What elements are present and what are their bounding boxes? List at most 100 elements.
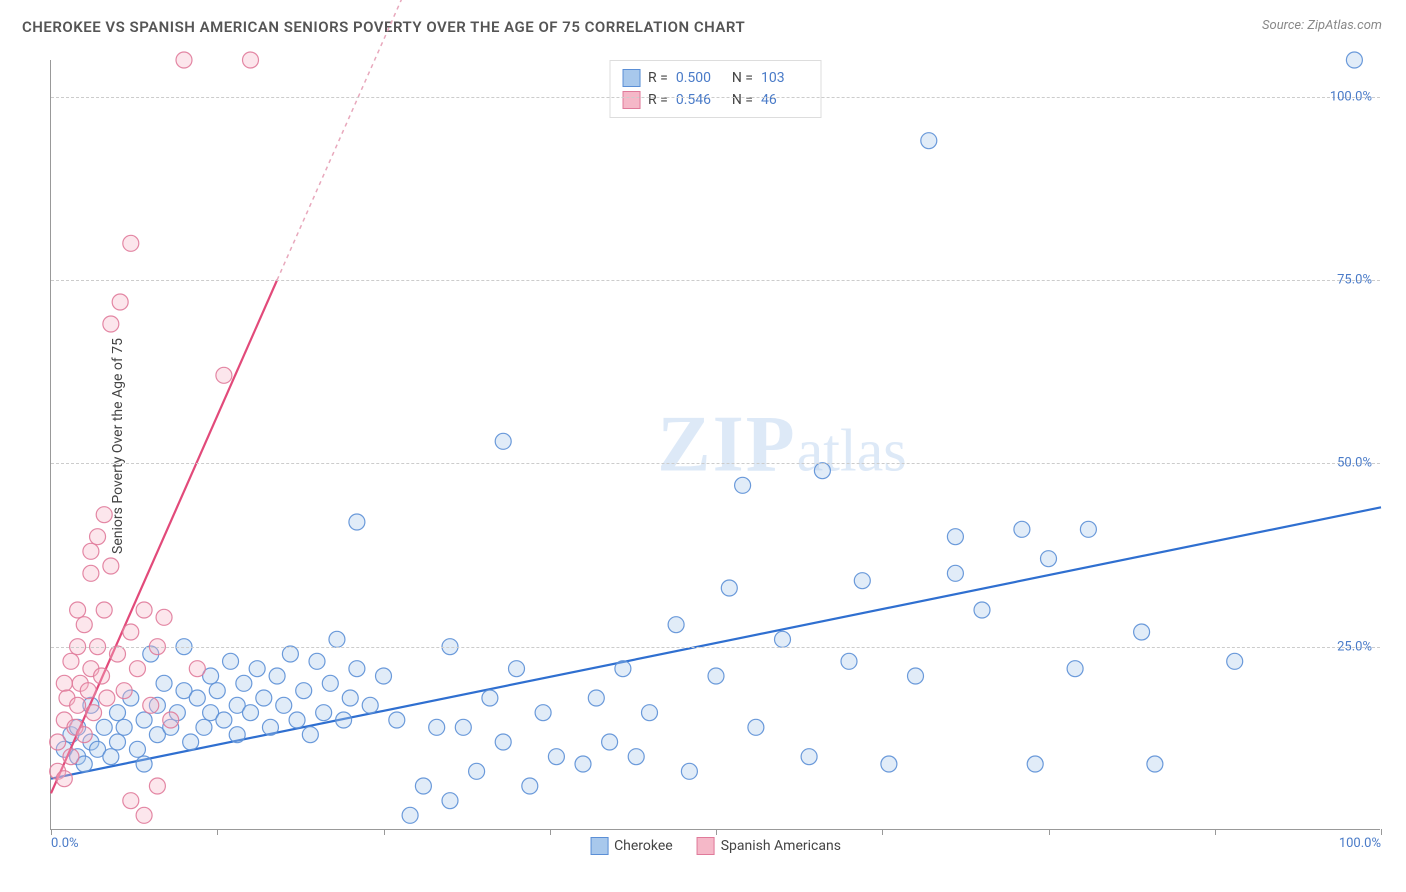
x-tick (384, 829, 385, 835)
data-point (96, 602, 112, 618)
data-point (129, 661, 145, 677)
data-point (196, 719, 212, 735)
data-point (249, 661, 265, 677)
x-tick (550, 829, 551, 835)
plot-svg (51, 60, 1380, 829)
data-point (56, 771, 72, 787)
data-point (243, 52, 259, 68)
data-point (376, 668, 392, 684)
legend-n-value: 103 (761, 70, 809, 86)
legend-r-value: 0.500 (676, 70, 724, 86)
gridline (51, 97, 1380, 98)
x-tick-label: 0.0% (51, 836, 79, 851)
data-point (469, 763, 485, 779)
data-point (129, 741, 145, 757)
data-point (668, 617, 684, 633)
data-point (495, 734, 511, 750)
data-point (83, 565, 99, 581)
data-point (415, 778, 431, 794)
data-point (176, 52, 192, 68)
data-point (775, 631, 791, 647)
data-point (721, 580, 737, 596)
data-point (149, 778, 165, 794)
data-point (349, 661, 365, 677)
data-point (256, 690, 272, 706)
data-point (748, 719, 764, 735)
data-point (309, 653, 325, 669)
data-point (1041, 551, 1057, 567)
data-point (1227, 653, 1243, 669)
data-point (1027, 756, 1043, 772)
data-point (243, 705, 259, 721)
data-point (316, 705, 332, 721)
legend-r-label: R = (648, 92, 668, 108)
data-point (429, 719, 445, 735)
legend-r-label: R = (648, 70, 668, 86)
legend-series-item: Cherokee (590, 837, 673, 855)
data-point (881, 756, 897, 772)
data-point (229, 727, 245, 743)
legend-swatch (590, 837, 608, 855)
data-point (63, 653, 79, 669)
data-point (642, 705, 658, 721)
gridline (51, 463, 1380, 464)
data-point (236, 675, 252, 691)
data-point (296, 683, 312, 699)
data-point (123, 235, 139, 251)
data-point (289, 712, 305, 728)
data-point (99, 690, 115, 706)
data-point (269, 668, 285, 684)
data-point (83, 543, 99, 559)
data-point (336, 712, 352, 728)
legend-series-item: Spanish Americans (697, 837, 841, 855)
plot-area: ZIPatlas R =0.500N =103R =0.546N = 46 Ch… (50, 60, 1380, 830)
data-point (1147, 756, 1163, 772)
data-point (947, 565, 963, 581)
data-point (535, 705, 551, 721)
data-point (76, 617, 92, 633)
data-point (136, 602, 152, 618)
data-point (56, 675, 72, 691)
data-point (96, 507, 112, 523)
data-point (156, 675, 172, 691)
correlation-chart: CHEROKEE VS SPANISH AMERICAN SENIORS POV… (0, 0, 1406, 892)
trendline (51, 507, 1381, 778)
gridline (51, 280, 1380, 281)
data-point (216, 367, 232, 383)
data-point (342, 690, 358, 706)
data-point (103, 749, 119, 765)
data-point (1346, 52, 1362, 68)
data-point (495, 433, 511, 449)
x-tick (1215, 829, 1216, 835)
data-point (522, 778, 538, 794)
data-point (116, 683, 132, 699)
data-point (112, 294, 128, 310)
data-point (183, 734, 199, 750)
legend-r-value: 0.546 (676, 92, 724, 108)
x-tick-label: 100.0% (1339, 836, 1381, 851)
data-point (588, 690, 604, 706)
data-point (156, 609, 172, 625)
data-point (708, 668, 724, 684)
x-tick (716, 829, 717, 835)
x-tick (217, 829, 218, 835)
data-point (76, 727, 92, 743)
data-point (482, 690, 498, 706)
data-point (63, 749, 79, 765)
legend-series-label: Cherokee (614, 838, 673, 854)
y-tick-label: 50.0% (1337, 456, 1372, 471)
data-point (921, 133, 937, 149)
data-point (136, 712, 152, 728)
data-point (974, 602, 990, 618)
data-point (116, 719, 132, 735)
chart-source: Source: ZipAtlas.com (1262, 18, 1382, 33)
data-point (1080, 521, 1096, 537)
data-point (442, 793, 458, 809)
data-point (1134, 624, 1150, 640)
data-point (402, 807, 418, 823)
data-point (70, 602, 86, 618)
data-point (110, 705, 126, 721)
data-point (575, 756, 591, 772)
data-point (322, 675, 338, 691)
legend-swatch (697, 837, 715, 855)
